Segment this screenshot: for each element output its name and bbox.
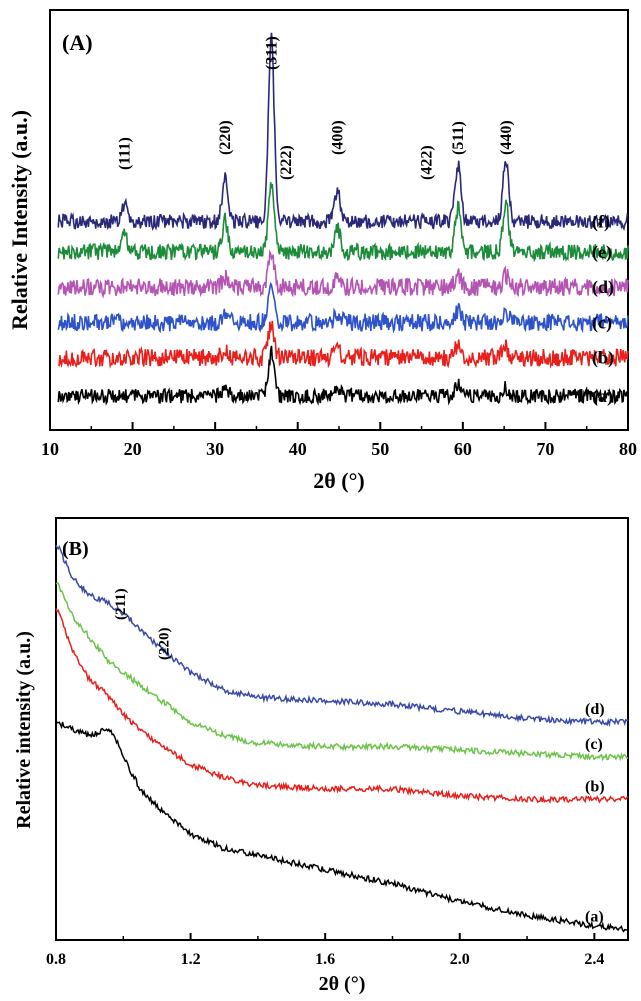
panel-b-plot-area: (a) (b) (c) (d) (211) (220) [55,544,629,933]
panel-b-frame [55,517,629,941]
x-tick-label: 2.4 [584,951,604,968]
series-line-b [55,608,629,805]
series-label-e: (e) [592,242,612,263]
peak-label: (440) [498,120,515,155]
series-label-b: (b) [585,778,605,795]
series-line-d [57,249,629,299]
series-line-f [57,32,629,232]
series-label-a: (a) [585,908,604,925]
x-tick-label: 70 [536,439,554,459]
peak-label: (220) [157,628,173,661]
series-line-c [55,582,629,762]
panel-b-label: (B) [62,538,89,560]
x-tick-label: 1.6 [315,951,335,968]
series-line-c [57,281,629,334]
x-tick-label: 2.0 [450,951,470,968]
peak-label: (220) [217,120,234,155]
panel-a-x-axis-title: 2θ (°) [313,468,364,493]
panel-a-x-ticks: 10 20 30 40 50 60 70 80 [41,422,637,459]
series-label-c: (c) [592,312,612,333]
series-label-d: (d) [592,277,614,298]
x-tick-label: 10 [41,439,59,459]
x-tick-label: 1.2 [181,951,201,968]
peak-label: (211) [113,588,129,620]
series-line-a [55,721,629,933]
panel-b: (B) (a) (b) (c) (d) (211) (220) 0.8 1.2 1.6 2.0 2… [13,517,629,995]
panel-b-x-axis-title: 2θ (°) [319,973,366,995]
series-line-b [57,320,629,369]
peak-label: (111) [116,137,133,170]
x-tick-label: 60 [454,439,472,459]
series-label-a: (a) [592,386,613,407]
series-line-d [55,544,629,728]
series-label-f: (f) [592,212,610,233]
peak-label: (422) [419,145,436,180]
x-tick-label: 0.8 [46,951,66,968]
panel-b-x-ticks: 0.8 1.2 1.6 2.0 2.4 [46,933,604,968]
x-tick-label: 80 [619,439,637,459]
panel-b-y-axis-title: Relative intensity (a.u.) [13,631,35,829]
peak-label: (511) [450,121,467,155]
series-label-d: (d) [585,701,605,718]
panel-a-y-axis-title: Relative Intensity (a.u.) [7,110,32,330]
x-tick-label: 50 [371,439,389,459]
peak-label: (400) [329,120,346,155]
peak-label: (311) [263,36,280,70]
series-label-c: (c) [585,736,603,753]
panel-a: (A) (a) (b) (c) (d) (e) (f) (111) (220) (311) (22… [7,9,637,493]
panel-a-plot-area: (a) (b) (c) (d) (e) (f) (111) (220) (311) (222) (4… [57,32,629,407]
x-tick-label: 40 [289,439,307,459]
x-tick-label: 30 [206,439,224,459]
peak-label: (222) [278,145,295,180]
series-line-e [57,182,629,263]
series-label-b: (b) [592,348,614,369]
panel-a-label: (A) [62,30,93,55]
series-line-a [57,345,629,406]
x-tick-label: 20 [124,439,142,459]
